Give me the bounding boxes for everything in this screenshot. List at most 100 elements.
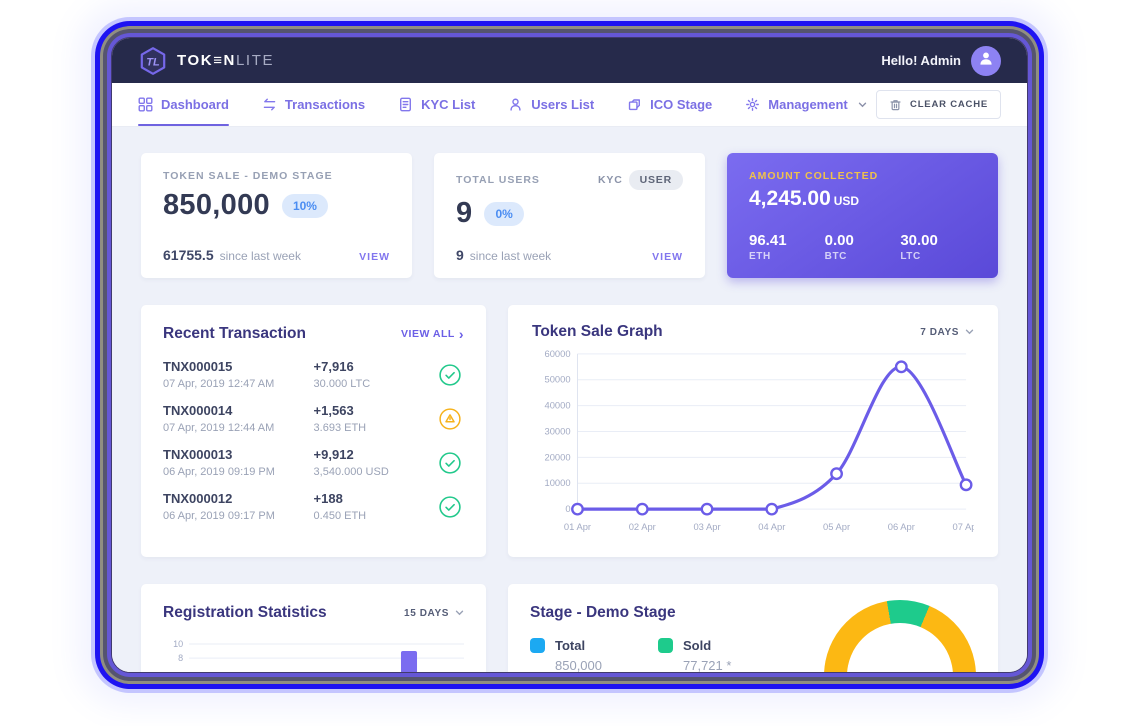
chevron-down-icon [455, 610, 464, 616]
amount-breakdown-btc: 0.00 BTC [825, 232, 901, 262]
amount-collected-label: AMOUNT COLLECTED [749, 170, 879, 182]
legend-swatch-icon [658, 638, 673, 653]
token-sale-label: TOKEN SALE - DEMO STAGE [163, 170, 333, 182]
amount-collected-value: 4,245.00 [749, 187, 831, 210]
amount-collected-card: AMOUNT COLLECTED 4,245.00 USD 96.41 ETH 0.0… [727, 153, 998, 278]
total-users-delta: 9 [456, 247, 464, 263]
breakdown-value: 0.00 [824, 232, 854, 249]
transaction-detail: 3.693 ETH [313, 422, 367, 434]
transactions-list: TNX000015 07 Apr, 2019 12:47 AM +7,916 30.0… [163, 359, 464, 522]
legend-item-sold: Sold 77,721 * [658, 638, 731, 672]
transaction-amount: +9,912 [313, 447, 354, 462]
svg-text:05 Apr: 05 Apr [823, 521, 850, 532]
token-sale-view-button[interactable]: VIEW [359, 251, 390, 263]
registration-statistics-title: Registration Statistics [163, 604, 327, 621]
transaction-id: TNX000014 [163, 403, 233, 418]
breakdown-value: 96.41 [749, 232, 787, 249]
token-sale-delta-caption: since last week [219, 249, 301, 263]
transaction-detail: 30.000 LTC [313, 378, 371, 390]
nav-item-users-list[interactable]: Users List [508, 83, 594, 126]
nav-item-management[interactable]: Management [745, 83, 866, 126]
transaction-amounts: +188 0.450 ETH [314, 491, 434, 522]
transaction-amount: +188 [313, 491, 343, 506]
svg-text:10000: 10000 [544, 477, 570, 488]
transaction-row[interactable]: TNX000014 07 Apr, 2019 12:44 AM +1,563 3.69… [163, 403, 464, 434]
transaction-amount: +7,916 [313, 359, 354, 374]
user-menu[interactable]: Hello! Admin [881, 45, 1001, 76]
svg-text:06 Apr: 06 Apr [888, 521, 915, 532]
token-sale-line-chart: 0 10000 20000 30000 40000 50000 60000 01 Apr 02 … [544, 348, 974, 532]
token-sale-percent-badge: 10% [281, 193, 328, 218]
status-warning-icon [434, 405, 464, 433]
nav-item-dashboard[interactable]: Dashboard [138, 83, 229, 126]
transaction-id: TNX000013 [163, 447, 233, 462]
person-icon [977, 49, 995, 72]
kyc-toggle-option[interactable]: KYC [598, 174, 623, 186]
transaction-date: 06 Apr, 2019 09:17 PM [163, 510, 275, 522]
transaction-meta: TNX000014 07 Apr, 2019 12:44 AM [163, 403, 314, 434]
dashboard-grid-icon [138, 97, 153, 112]
transaction-id: TNX000012 [163, 491, 233, 506]
registration-statistics-card: Registration Statistics 15 DAYS 10 8 [141, 584, 486, 672]
transaction-detail: 0.450 ETH [313, 510, 367, 522]
clear-cache-label: CLEAR CACHE [910, 99, 988, 110]
legend-swatch-icon [530, 638, 545, 653]
stage-legend: Total 850,000 Sold 77,721 * [530, 638, 976, 672]
svg-text:01 Apr: 01 Apr [564, 521, 591, 532]
registration-range-dropdown[interactable]: 15 DAYS [404, 608, 464, 619]
chevron-right-icon: › [458, 326, 464, 342]
transaction-amounts: +7,916 30.000 LTC [314, 359, 434, 390]
svg-text:20000: 20000 [544, 451, 570, 462]
svg-text:50000: 50000 [544, 374, 570, 385]
legend-label: Total [555, 638, 586, 653]
token-sale-graph-card: Token Sale Graph 7 DAYS 0 10000 20000 30000… [508, 305, 998, 557]
registration-bar-chart: 108 [173, 639, 464, 672]
nav-item-label: KYC List [421, 97, 476, 112]
nav-item-ico-stage[interactable]: ICO Stage [627, 83, 712, 126]
transaction-amounts: +1,563 3.693 ETH [314, 403, 434, 434]
token-sale-delta: 61755.5 [163, 247, 214, 263]
nav-item-label: ICO Stage [650, 97, 713, 112]
svg-text:03 Apr: 03 Apr [693, 521, 720, 532]
nav-item-transactions[interactable]: Transactions [262, 83, 365, 126]
total-users-percent-badge: 0% [484, 201, 524, 226]
brand-logo[interactable]: TL TOK≡NLITE [138, 46, 274, 76]
nav-item-kyc-list[interactable]: KYC List [398, 83, 475, 126]
transfer-arrows-icon [262, 97, 277, 112]
total-users-delta-caption: since last week [469, 249, 552, 263]
total-users-label: TOTAL USERS [456, 174, 540, 186]
chevron-down-icon [858, 102, 867, 108]
amount-breakdown: 96.41 ETH 0.00 BTC 30.00 LTC [749, 232, 976, 262]
status-check-icon [434, 493, 464, 521]
svg-text:02 Apr: 02 Apr [629, 521, 656, 532]
transaction-detail: 3,540.000 USD [313, 466, 389, 478]
total-users-view-button[interactable]: VIEW [652, 251, 683, 263]
total-users-value: 9 [456, 197, 473, 229]
transaction-row[interactable]: TNX000013 06 Apr, 2019 09:19 PM +9,912 3,54… [163, 447, 464, 478]
transaction-row[interactable]: TNX000015 07 Apr, 2019 12:47 AM +7,916 30.0… [163, 359, 464, 390]
dashboard-content: TOKEN SALE - DEMO STAGE 850,000 10% 6175… [112, 127, 1027, 672]
user-icon [508, 97, 523, 112]
kyc-user-toggle: KYC USER [598, 170, 683, 190]
clear-cache-button[interactable]: CLEAR CACHE [876, 90, 1001, 119]
legend-value: 77,721 * [683, 658, 732, 672]
transaction-meta: TNX000013 06 Apr, 2019 09:19 PM [163, 447, 314, 478]
token-sale-graph-title: Token Sale Graph [532, 323, 663, 340]
chevron-down-icon [965, 329, 974, 335]
user-toggle-option[interactable]: USER [628, 170, 683, 190]
graph-range-dropdown[interactable]: 7 DAYS [920, 327, 974, 338]
app-header: TL TOK≡NLITE Hello! Admin [112, 38, 1027, 83]
breakdown-currency: LTC [900, 251, 921, 262]
document-list-icon [398, 97, 413, 112]
transaction-meta: TNX000012 06 Apr, 2019 09:17 PM [163, 491, 314, 522]
view-all-button[interactable]: VIEW ALL › [401, 326, 464, 342]
svg-text:TL: TL [146, 56, 160, 68]
stats-row: TOKEN SALE - DEMO STAGE 850,000 10% 6175… [141, 153, 998, 278]
user-avatar[interactable] [971, 45, 1001, 76]
svg-text:8: 8 [178, 653, 183, 663]
transaction-row[interactable]: TNX000012 06 Apr, 2019 09:17 PM +188 0.450 … [163, 491, 464, 522]
middle-row: Recent Transaction VIEW ALL › TNX000015 0… [141, 305, 998, 557]
stage-title: Stage - Demo Stage [530, 604, 676, 621]
status-check-icon [434, 361, 464, 389]
